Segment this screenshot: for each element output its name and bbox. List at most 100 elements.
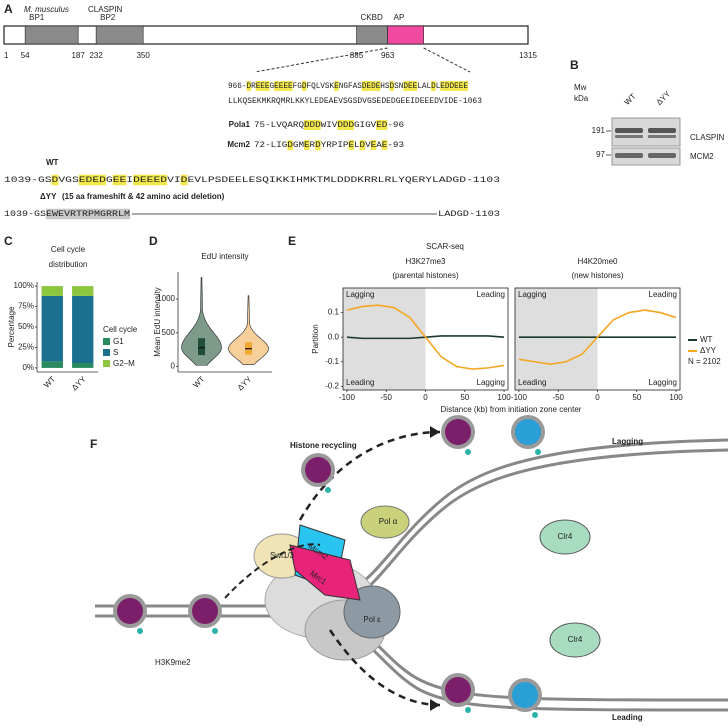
strand-label: Lagging [612,437,643,446]
residue-highlight [315,120,321,130]
residue-highlight [52,208,58,220]
protein-label: Clr4 [558,532,573,541]
chart-title: Cell cycle [51,245,86,254]
histone-half [192,598,205,624]
residue-highlight [133,174,140,186]
panel-label: A [4,2,13,16]
domain [387,25,424,45]
legend-label: G1 [113,337,124,346]
panel-label: C [4,234,13,248]
histone-half [515,419,528,445]
residue-highlight [118,208,124,220]
residue-highlight [304,120,310,130]
residue-highlight [361,81,367,91]
y-tick-label: 100% [14,281,34,290]
annotation: Leading [346,378,374,387]
domain [24,25,79,45]
domain [95,25,144,45]
x-tick-label: -50 [380,393,392,402]
protein-label: Pol α [379,517,398,526]
residue-highlight [92,174,100,186]
position-label: 232 [89,51,103,60]
residue-highlight [160,174,168,186]
histone-half [318,457,331,483]
residue-highlight [449,81,455,91]
sequence: 75-LVQARQDDDWIVDDDGIGVED-96 [254,121,404,130]
label: Mcm2 [227,140,250,149]
blot [611,147,681,166]
diagram [95,415,728,718]
band [648,128,676,133]
residue-highlight [408,81,413,91]
tail [532,712,538,718]
residue-highlight [348,120,354,130]
sequence: LLKQSEKMKRQMRLKKYLEDEAEVSGSDVGSEDEDGEEID… [228,97,482,106]
x-tick-label: 0 [423,393,428,402]
band [615,153,643,158]
panel-label: E [288,234,296,248]
residue-highlight [76,208,82,220]
line [346,304,505,370]
y-tick-label: 50% [18,322,34,331]
species: M. musculus [24,5,69,14]
protein-label: Clr4 [568,635,583,644]
residue-highlight [371,81,376,91]
annotation: Leading [477,290,505,299]
x-tick-label: 0 [595,393,600,402]
residue-highlight [106,208,112,220]
band-label: MCM2 [690,152,714,161]
position-label: 1315 [519,51,537,60]
protein-name: CLASPIN [88,5,122,14]
residue-highlight [440,81,445,91]
residue-highlight [112,174,120,186]
residue-highlight [458,81,464,91]
position-label: 1 [4,51,9,60]
residue-highlight [264,81,270,91]
bar-segment [72,295,94,363]
bar-segment [41,286,63,296]
residue-highlight [260,81,265,91]
chart-title: H3K27me3 [405,257,446,266]
residue-highlight [278,81,284,91]
legend-note: N = 2102 [688,357,721,366]
protein-bar [3,25,529,45]
x-tick-label: WT [191,374,206,389]
residue-highlight [315,140,321,150]
band-label: CLASPIN [690,133,724,142]
residue-highlight [51,174,59,186]
annotation: Leading [649,290,677,299]
panel-label: D [149,234,158,248]
legend-label: S [113,348,118,357]
histone-half [205,598,218,624]
residue-highlight [342,120,349,130]
residue-highlight [454,81,459,91]
x-tick-label: 50 [460,393,469,402]
residue-highlight [70,208,76,220]
residue-highlight [283,81,288,91]
histone-half [445,419,458,445]
residue-highlight [431,81,436,91]
shade [515,288,598,390]
panel-title: SCAR-seq [426,242,464,251]
axis-label: Mw [574,83,587,92]
residue-highlight [366,81,372,91]
histone-half [130,598,143,624]
residue-highlight [370,140,377,150]
histone-half [458,419,471,445]
histone-half [525,682,538,708]
residue-highlight [412,81,418,91]
y-tick-label: -0.1 [325,357,339,366]
y-tick-label: -0.2 [325,381,339,390]
residue-highlight [444,81,450,91]
residue-highlight [348,140,354,150]
residue-highlight [153,174,161,186]
legend-title: Cell cycle [103,325,138,334]
panel-label: B [570,58,579,72]
sequence: 72-LIGDGMERDYRPIPELDVEAE-93 [254,141,404,150]
legend-swatch [103,349,110,356]
annotation: Lagging [346,290,374,299]
tail [212,628,218,634]
residue-highlight [82,208,88,220]
zoom-line [423,47,471,73]
y-tick-label: 1000 [157,294,175,303]
